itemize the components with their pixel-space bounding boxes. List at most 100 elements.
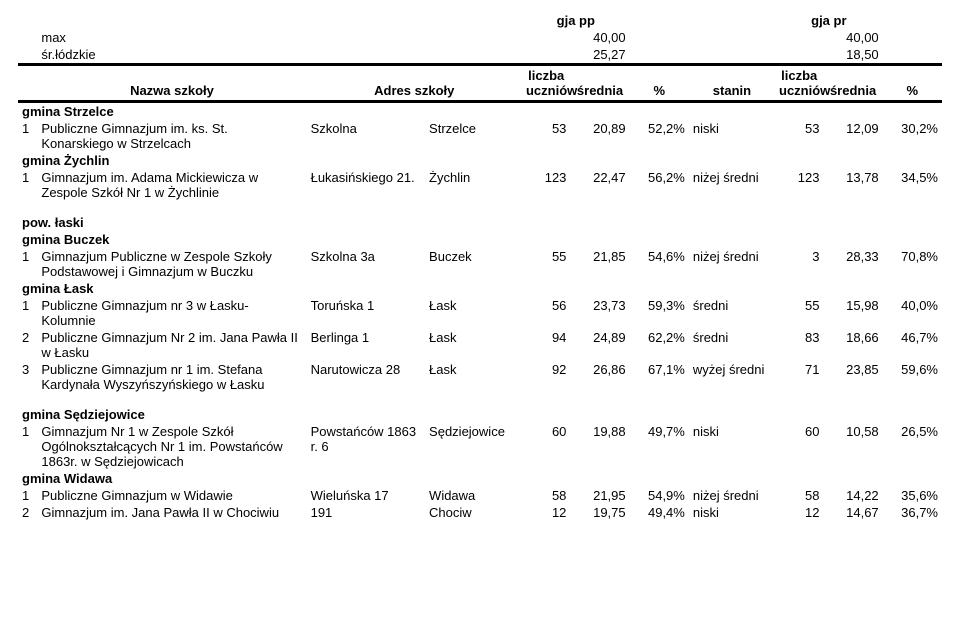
cell-city: Chociw: [425, 504, 522, 521]
table-row: 1Publiczne Gimnazjum w WidawieWieluńska …: [18, 487, 942, 504]
cell-name: Gimnazjum Nr 1 w Zespole Szkół Ogólnoksz…: [37, 423, 306, 470]
cell-idx: 2: [18, 504, 37, 521]
cell-idx: 1: [18, 297, 37, 329]
cell-avg1: 19,88: [570, 423, 629, 470]
cell-idx: 3: [18, 361, 37, 393]
cell-avg2: 13,78: [823, 169, 882, 201]
cell-addr: Narutowicza 28: [307, 361, 425, 393]
cell-pct1: 49,7%: [630, 423, 689, 470]
col-pct-2: %: [883, 65, 942, 102]
cell-avg1: 23,73: [570, 297, 629, 329]
cell-stanin: niski: [689, 504, 775, 521]
cell-pct1: 56,2%: [630, 169, 689, 201]
cell-n2: 83: [775, 329, 823, 361]
cell-n1: 92: [522, 361, 570, 393]
cell-name: Gimnazjum im. Adama Mickiewicza w Zespol…: [37, 169, 306, 201]
cell-pct2: 59,6%: [883, 361, 942, 393]
table-row: 1Gimnazjum im. Adama Mickiewicza w Zespo…: [18, 169, 942, 201]
cell-n1: 56: [522, 297, 570, 329]
cell-n1: 123: [522, 169, 570, 201]
cell-n1: 58: [522, 487, 570, 504]
cell-name: Publiczne Gimnazjum nr 3 w Łasku-Kolumni…: [37, 297, 306, 329]
cell-stanin: wyżej średni: [689, 361, 775, 393]
cell-addr: Szkolna: [307, 120, 425, 152]
cell-stanin: niżej średni: [689, 487, 775, 504]
hdr-gja-pr: gja pr: [775, 12, 883, 29]
cell-avg2: 10,58: [823, 423, 882, 470]
max-label: max: [37, 29, 306, 46]
cell-city: Łask: [425, 361, 522, 393]
cell-city: Łask: [425, 297, 522, 329]
header-max-row: max 40,00 40,00: [18, 29, 942, 46]
cell-stanin: średni: [689, 297, 775, 329]
cell-n1: 12: [522, 504, 570, 521]
cell-stanin: niżej średni: [689, 169, 775, 201]
cell-city: Sędziejowice: [425, 423, 522, 470]
cell-name: Publiczne Gimnazjum Nr 2 im. Jana Pawła …: [37, 329, 306, 361]
cell-n2: 123: [775, 169, 823, 201]
table-row: 1Publiczne Gimnazjum im. ks. St. Konarsk…: [18, 120, 942, 152]
cell-avg1: 24,89: [570, 329, 629, 361]
header-labels-row: gja pp gja pr: [18, 12, 942, 29]
cell-pct2: 35,6%: [883, 487, 942, 504]
section-title: pow. łaski: [18, 201, 942, 231]
cell-name: Publiczne Gimnazjum nr 1 im. Stefana Kar…: [37, 361, 306, 393]
hdr-gja-pp: gja pp: [522, 12, 630, 29]
cell-avg2: 15,98: [823, 297, 882, 329]
cell-avg1: 21,95: [570, 487, 629, 504]
cell-n2: 12: [775, 504, 823, 521]
cell-pct1: 62,2%: [630, 329, 689, 361]
section-title: gmina Łask: [18, 280, 942, 297]
cell-idx: 1: [18, 120, 37, 152]
section-title: gmina Buczek: [18, 231, 942, 248]
cell-n2: 58: [775, 487, 823, 504]
cell-pct1: 52,2%: [630, 120, 689, 152]
col-srednia-1: średnia: [570, 65, 629, 102]
table-row: 1Publiczne Gimnazjum nr 3 w Łasku-Kolumn…: [18, 297, 942, 329]
cell-n1: 53: [522, 120, 570, 152]
section-title: gmina Sędziejowice: [18, 393, 942, 423]
cell-idx: 1: [18, 169, 37, 201]
col-liczba-1: liczba uczniów: [522, 65, 570, 102]
cell-idx: 1: [18, 248, 37, 280]
col-liczba-2: liczba uczniów: [775, 65, 823, 102]
avg-label: śr.łódzkie: [37, 46, 306, 65]
section-title: gmina Widawa: [18, 470, 942, 487]
cell-n2: 3: [775, 248, 823, 280]
cell-pct2: 70,8%: [883, 248, 942, 280]
cell-avg2: 12,09: [823, 120, 882, 152]
cell-avg2: 14,67: [823, 504, 882, 521]
col-srednia-2: średnia: [823, 65, 882, 102]
cell-name: Gimnazjum im. Jana Pawła II w Chociwiu: [37, 504, 306, 521]
cell-idx: 1: [18, 487, 37, 504]
table-row: 1Gimnazjum Nr 1 w Zespole Szkół Ogólnoks…: [18, 423, 942, 470]
cell-pct1: 54,6%: [630, 248, 689, 280]
cell-pct2: 26,5%: [883, 423, 942, 470]
cell-pct2: 30,2%: [883, 120, 942, 152]
cell-pct2: 36,7%: [883, 504, 942, 521]
cell-idx: 1: [18, 423, 37, 470]
cell-city: Strzelce: [425, 120, 522, 152]
cell-avg2: 18,66: [823, 329, 882, 361]
cell-addr: Toruńska 1: [307, 297, 425, 329]
report-table: gja pp gja pr max 40,00 40,00 śr.łódzkie…: [18, 12, 942, 521]
cell-pct1: 54,9%: [630, 487, 689, 504]
cell-avg2: 23,85: [823, 361, 882, 393]
cell-n2: 71: [775, 361, 823, 393]
cell-avg1: 20,89: [570, 120, 629, 152]
section-title: gmina Żychlin: [18, 152, 942, 169]
table-row: 2Publiczne Gimnazjum Nr 2 im. Jana Pawła…: [18, 329, 942, 361]
max-pr: 40,00: [823, 29, 882, 46]
cell-city: Buczek: [425, 248, 522, 280]
cell-n1: 60: [522, 423, 570, 470]
cell-stanin: średni: [689, 329, 775, 361]
cell-city: Żychlin: [425, 169, 522, 201]
cell-pct1: 49,4%: [630, 504, 689, 521]
cell-city: Łask: [425, 329, 522, 361]
cell-name: Publiczne Gimnazjum w Widawie: [37, 487, 306, 504]
section-title: gmina Strzelce: [18, 102, 942, 121]
max-pp: 40,00: [570, 29, 629, 46]
table-row: 2Gimnazjum im. Jana Pawła II w Chociwiu 1…: [18, 504, 942, 521]
col-stanin: stanin: [689, 65, 775, 102]
cell-addr: Łukasińskiego 21.: [307, 169, 425, 201]
